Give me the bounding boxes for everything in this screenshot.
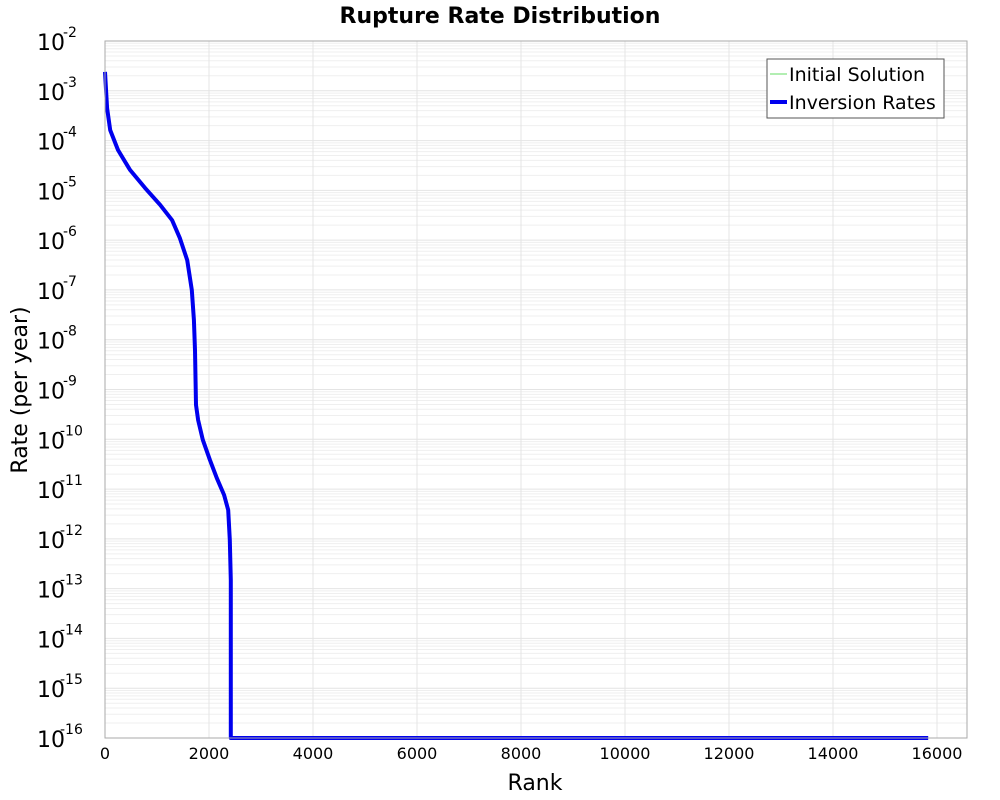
x-tick-label: 10000 — [600, 744, 651, 763]
chart-title: Rupture Rate Distribution — [340, 4, 661, 29]
x-tick-label: 2000 — [189, 744, 230, 763]
legend-label-inversion-rates: Inversion Rates — [789, 92, 936, 114]
y-tick-exponent: -10 — [60, 423, 83, 439]
y-tick-exponent: -5 — [63, 174, 77, 190]
y-tick-exponent: -16 — [60, 722, 83, 738]
legend: Initial Solution Inversion Rates — [766, 58, 945, 119]
legend-label-initial-solution: Initial Solution — [789, 64, 925, 86]
x-tick-label: 14000 — [808, 744, 859, 763]
y-tick-label: 10 — [37, 529, 65, 554]
y-tick-exponent: -15 — [60, 672, 83, 688]
y-tick-label: 10 — [37, 280, 65, 305]
plot-border — [104, 40, 968, 739]
y-tick-label: 10 — [37, 230, 65, 255]
y-tick-label: 10 — [37, 31, 65, 56]
y-tick-exponent: -2 — [63, 25, 77, 41]
y-tick-label: 10 — [37, 380, 65, 405]
y-tick-label: 10 — [37, 479, 65, 504]
y-tick-label: 10 — [37, 180, 65, 205]
legend-box — [766, 58, 945, 119]
y-tick-label: 10 — [37, 728, 65, 753]
y-tick-exponent: -9 — [63, 374, 77, 390]
x-tick-label: 8000 — [501, 744, 542, 763]
y-axis-ticks: 10-210-310-410-510-610-710-810-910-1010-… — [37, 25, 83, 753]
x-tick-label: 4000 — [293, 744, 334, 763]
y-tick-exponent: -14 — [60, 622, 83, 638]
y-tick-exponent: -8 — [63, 324, 77, 340]
series-inversion-rates — [103, 71, 929, 740]
x-axis-label: Rank — [508, 771, 563, 796]
y-tick-exponent: -3 — [63, 75, 77, 91]
y-tick-exponent: -7 — [63, 274, 77, 290]
y-tick-exponent: -12 — [60, 523, 83, 539]
y-tick-exponent: -4 — [63, 125, 77, 141]
y-axis-label: Rate (per year) — [8, 306, 33, 473]
x-tick-label: 16000 — [912, 744, 963, 763]
x-axis-ticks: 0 2000 4000 6000 8000 10000 12000 14000 16000 — [100, 744, 963, 763]
y-tick-exponent: -11 — [60, 473, 83, 489]
y-tick-label: 10 — [37, 628, 65, 653]
y-tick-label: 10 — [37, 330, 65, 355]
x-tick-label: 6000 — [397, 744, 438, 763]
y-tick-label: 10 — [37, 131, 65, 156]
y-tick-exponent: -13 — [60, 573, 83, 589]
x-tick-label: 12000 — [704, 744, 755, 763]
y-tick-exponent: -6 — [63, 224, 77, 240]
y-tick-label: 10 — [37, 678, 65, 703]
y-tick-label: 10 — [37, 81, 65, 106]
grid — [104, 40, 967, 739]
y-tick-label: 10 — [37, 429, 65, 454]
y-tick-label: 10 — [37, 579, 65, 604]
x-tick-label: 0 — [100, 744, 110, 763]
